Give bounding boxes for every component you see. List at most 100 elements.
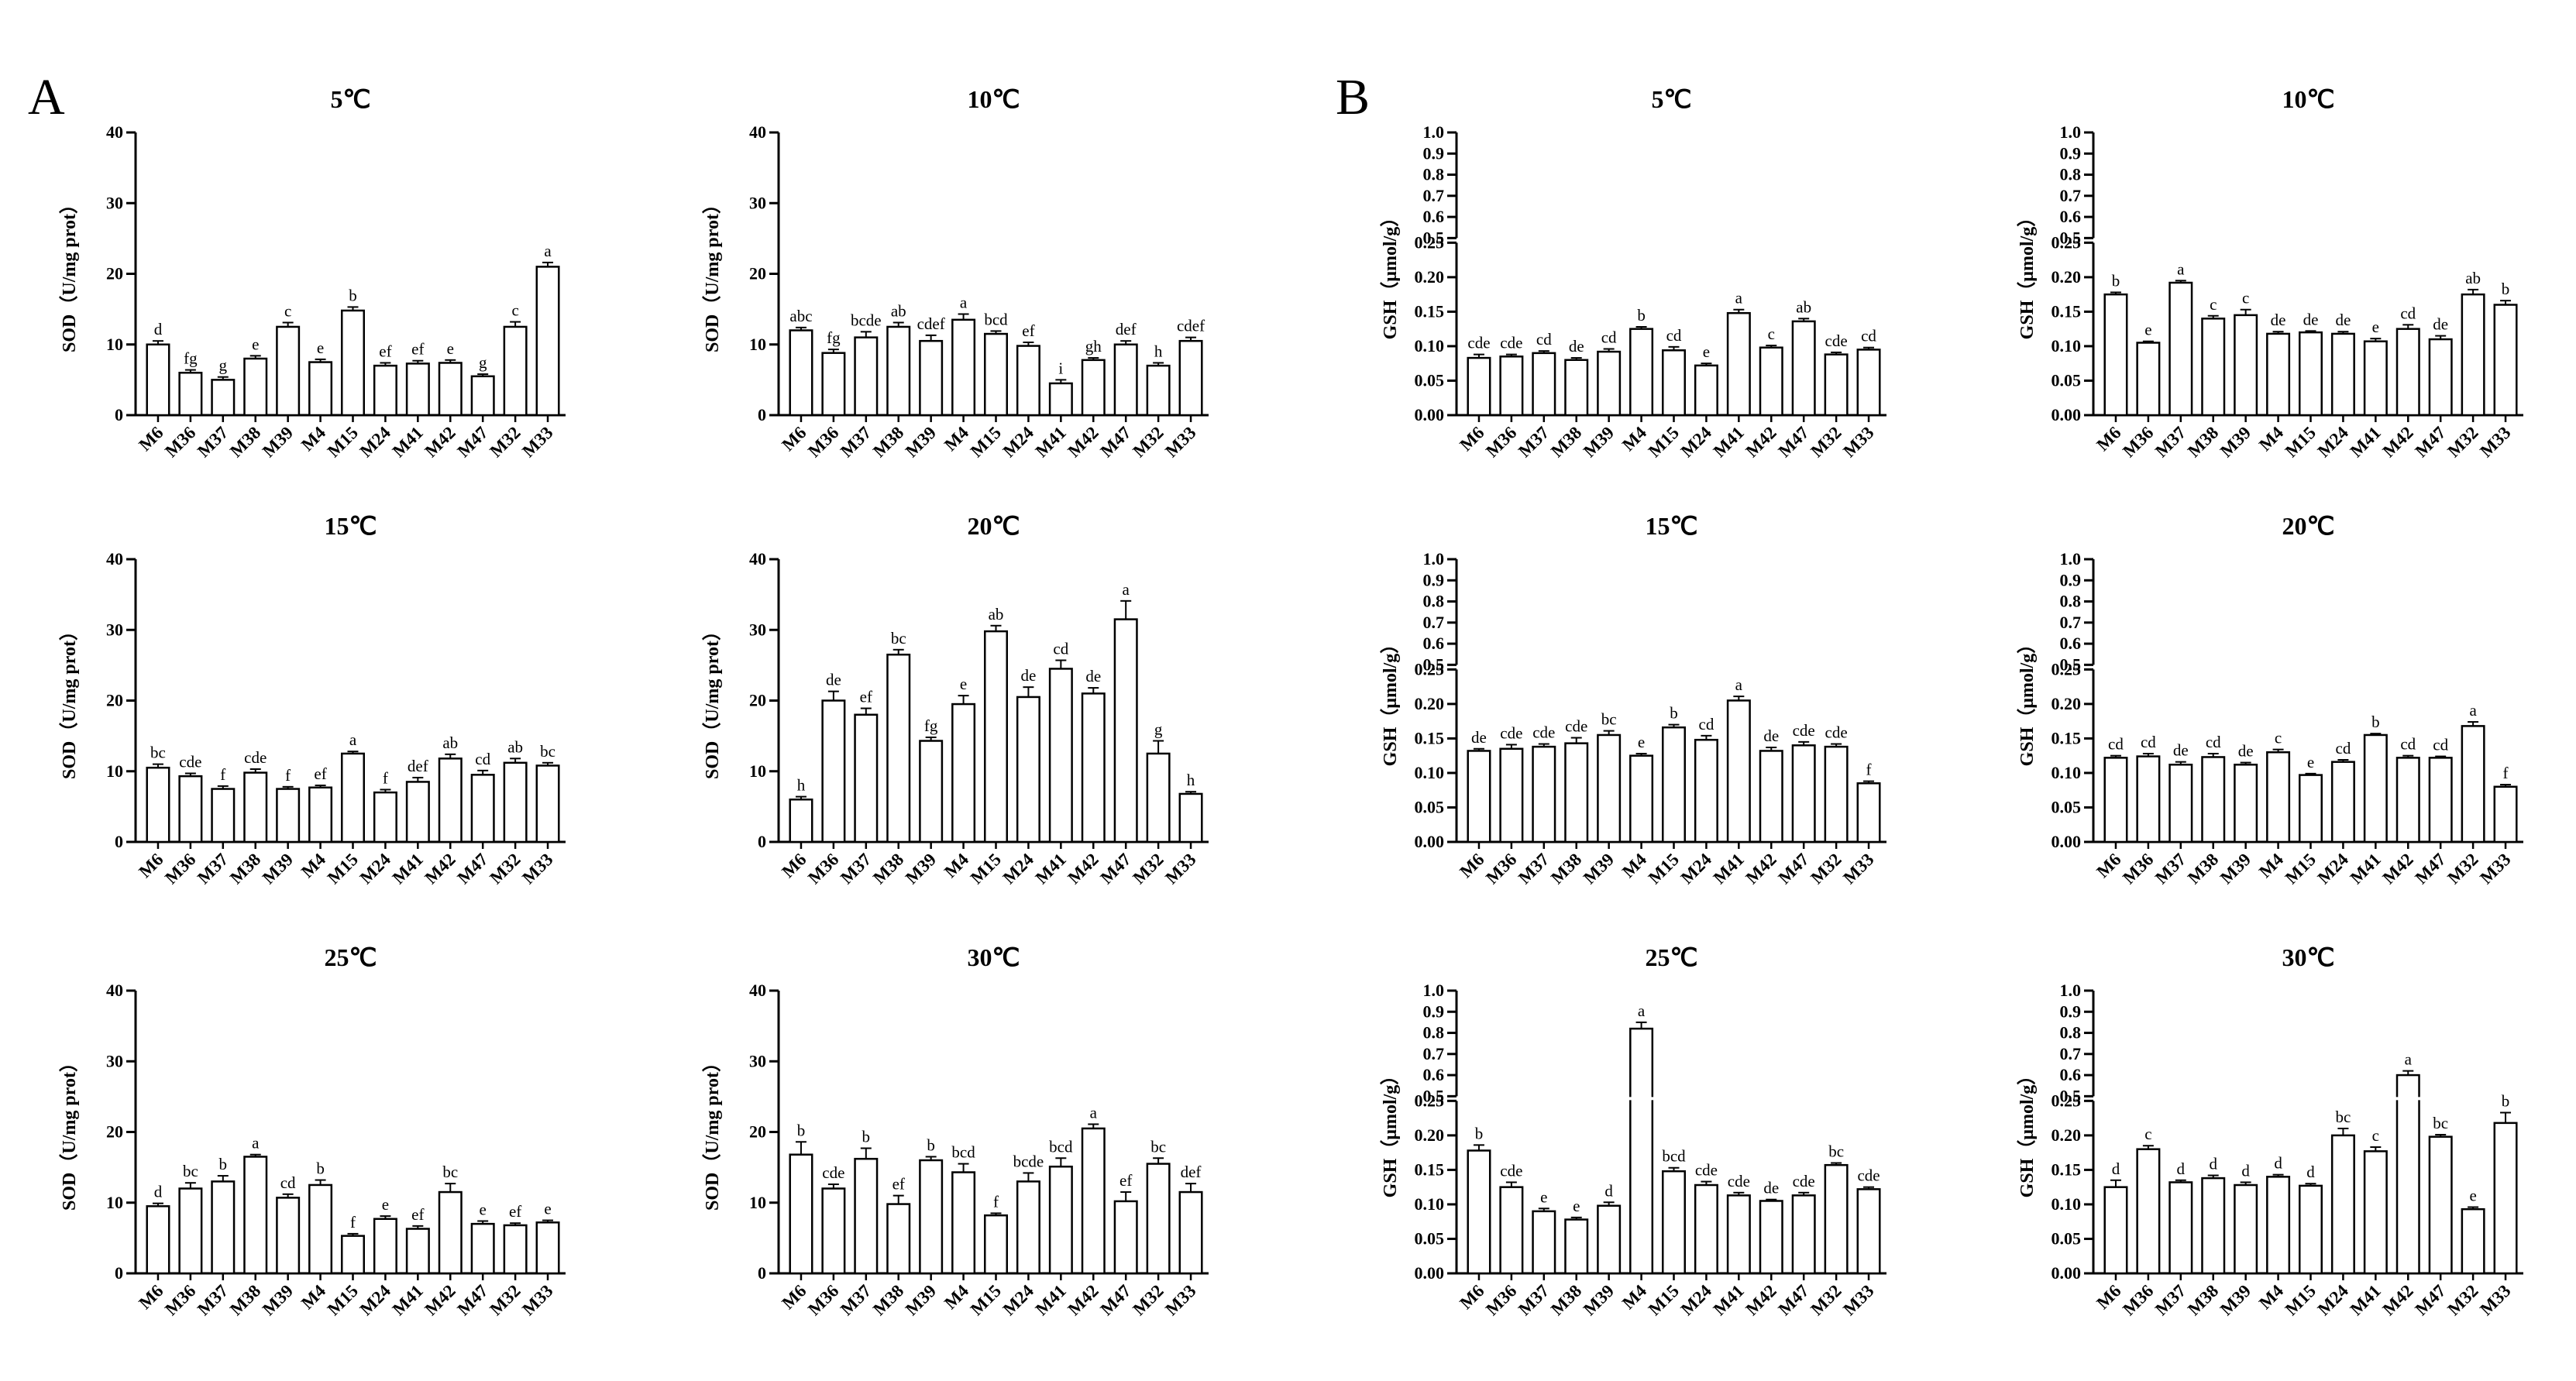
bar <box>2363 1150 2388 1275</box>
significance-letter: f <box>220 765 225 784</box>
x-tick-label: M47 <box>453 423 491 461</box>
y-tick-label: 20 <box>749 1122 766 1142</box>
bar <box>211 1180 236 1275</box>
x-tick-label: M6 <box>135 850 167 881</box>
x-tick-label: M33 <box>2476 850 2514 888</box>
significance-letter: cde <box>244 748 267 767</box>
bar <box>1499 747 1524 843</box>
y-tick-label: 0.8 <box>1423 1023 1445 1043</box>
significance-letter: ab <box>2465 269 2481 287</box>
x-tick-label: M41 <box>2347 423 2385 461</box>
bar <box>2266 1176 2291 1275</box>
y-tick-label: 0.9 <box>1423 1001 1445 1021</box>
bar <box>1726 311 1751 417</box>
significance-letter: a <box>1735 289 1743 307</box>
significance-letter: abc <box>789 307 812 325</box>
bar <box>1694 1183 1718 1275</box>
x-tick-label: M42 <box>1064 1281 1102 1319</box>
bar <box>2103 293 2128 417</box>
x-tick-label: M37 <box>837 423 875 461</box>
y-tick-label: 0.15 <box>2052 728 2082 747</box>
y-tick-label: 0.8 <box>1423 592 1445 611</box>
chart-title: 10℃ <box>2282 85 2335 113</box>
y-tick-label: 1.0 <box>2060 549 2082 569</box>
bar-break-gap <box>1628 1097 1654 1101</box>
significance-letter: cd <box>2141 733 2156 751</box>
y-tick-label: 40 <box>106 981 123 1000</box>
bar <box>1759 1200 1783 1275</box>
significance-letter: d <box>2306 1163 2315 1181</box>
bar <box>1726 699 1751 843</box>
x-tick-label: M6 <box>778 423 810 455</box>
bar <box>2330 761 2355 843</box>
x-tick-label: M38 <box>2184 850 2222 888</box>
significance-letter: ab <box>1796 297 1811 316</box>
bar <box>1146 364 1171 417</box>
bar <box>1759 750 1783 843</box>
x-tick-label: M39 <box>2217 1281 2254 1319</box>
y-tick-label: 0 <box>115 832 123 851</box>
x-tick-label: M47 <box>1774 1281 1812 1319</box>
chart-title: 25℃ <box>325 943 377 971</box>
significance-letter: a <box>544 242 552 260</box>
significance-letter: b <box>1475 1124 1484 1142</box>
bar <box>1597 1204 1622 1275</box>
significance-letter: de <box>1569 337 1584 356</box>
significance-letter: d <box>1604 1181 1613 1200</box>
y-tick-label: 0.6 <box>1423 207 1445 226</box>
bar <box>2266 332 2291 417</box>
bar <box>1597 350 1622 417</box>
bar <box>146 1205 170 1275</box>
significance-letter: a <box>2405 1050 2413 1069</box>
significance-letter: bcd <box>1049 1137 1073 1156</box>
x-tick-label: M33 <box>518 1281 556 1319</box>
y-tick-label: 0.00 <box>2052 405 2082 424</box>
x-tick-label: M32 <box>1129 423 1167 461</box>
significance-letter: e <box>480 1200 487 1218</box>
significance-letter: ef <box>1022 321 1034 340</box>
significance-letter: e <box>447 339 454 358</box>
x-tick-label: M38 <box>226 423 264 461</box>
x-tick-label: M38 <box>1547 423 1585 461</box>
x-tick-label: M42 <box>2379 850 2417 888</box>
x-tick-label: M24 <box>999 850 1038 888</box>
y-tick-label: 0.8 <box>2060 592 2082 611</box>
y-tick-label: 1.0 <box>1423 981 1445 1000</box>
x-tick-label: M4 <box>297 423 330 455</box>
x-tick-label: M47 <box>453 850 491 888</box>
chart-title: 15℃ <box>325 512 377 540</box>
y-tick-label: 40 <box>749 122 766 142</box>
y-tick-label: 0.05 <box>1415 1228 1445 1248</box>
significance-letter: gh <box>1085 337 1102 356</box>
bar <box>854 713 879 843</box>
bar <box>178 1187 203 1275</box>
x-tick-label: M36 <box>804 423 842 461</box>
bar <box>1661 726 1687 843</box>
x-tick-label: M36 <box>804 850 842 888</box>
y-tick-label: 0.20 <box>1415 1125 1445 1145</box>
bar <box>1113 1200 1138 1275</box>
x-tick-label: M36 <box>804 1281 842 1319</box>
x-tick-label: M36 <box>1482 423 1520 461</box>
y-tick-label: 0.9 <box>2060 570 2082 589</box>
panel-label-b: B <box>1336 69 1371 125</box>
y-tick-label: 0.10 <box>2052 336 2082 356</box>
chart-title: 25℃ <box>1646 943 1698 971</box>
y-tick-label: 1.0 <box>1423 122 1445 142</box>
bar <box>2395 1074 2420 1275</box>
x-tick-label: M38 <box>869 850 907 888</box>
y-tick-label: 0.00 <box>1415 405 1445 424</box>
y-tick-label: 0.05 <box>1415 370 1445 390</box>
y-tick-label: 0.6 <box>2060 634 2082 653</box>
significance-letter: g <box>219 356 228 375</box>
chart-6: 5℃ GSH（μmol/g） 0.00 0.05 0.10 0.15 0.20 0.250.5… <box>1380 85 1886 461</box>
y-tick-label: 0.9 <box>1423 143 1445 163</box>
bar <box>146 766 170 843</box>
significance-letter: cdef <box>1177 317 1205 335</box>
y-tick-label: 0.05 <box>2052 1228 2082 1248</box>
significance-letter: bc <box>1828 1142 1844 1161</box>
y-tick-label: 0.15 <box>2052 301 2082 321</box>
chart-title: 5℃ <box>331 85 371 113</box>
bar <box>2395 328 2420 417</box>
